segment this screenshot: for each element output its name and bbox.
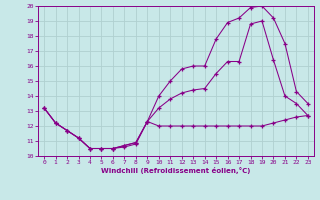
X-axis label: Windchill (Refroidissement éolien,°C): Windchill (Refroidissement éolien,°C) (101, 167, 251, 174)
